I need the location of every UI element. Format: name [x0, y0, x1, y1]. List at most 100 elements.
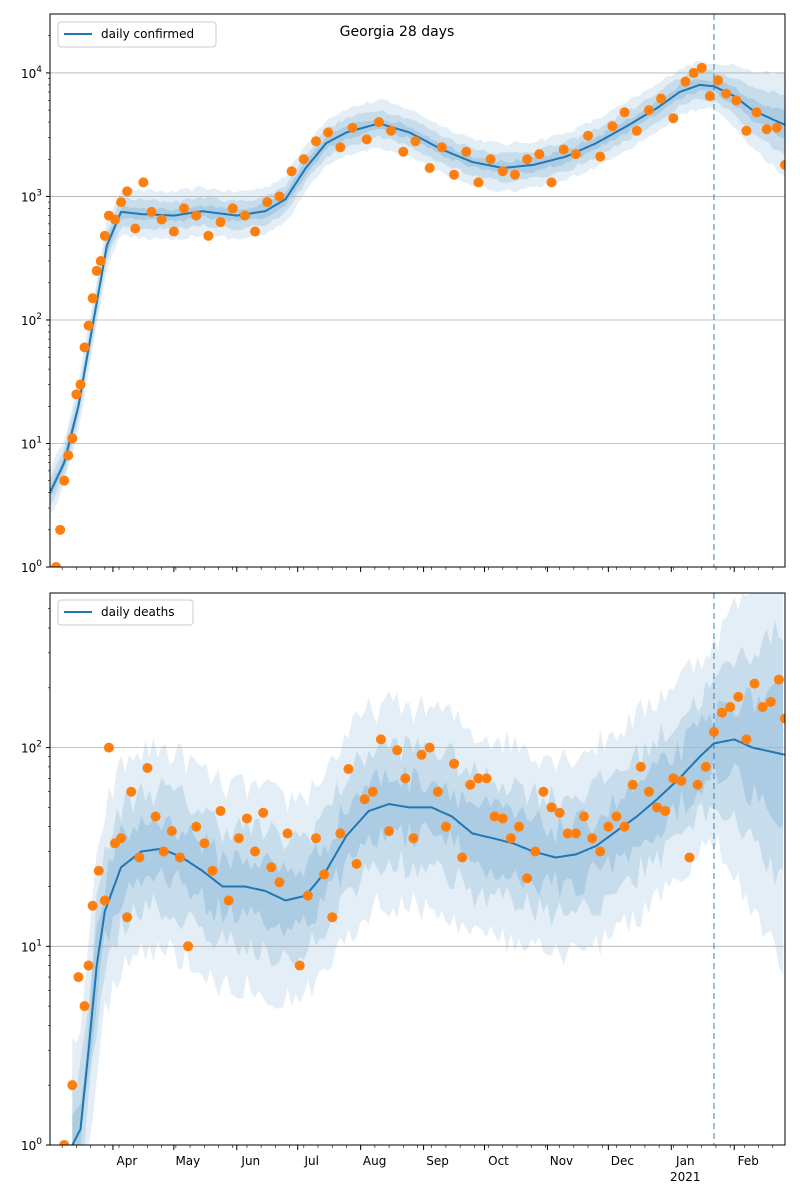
observed-point	[465, 779, 476, 790]
observed-point	[708, 726, 719, 737]
legend-label-confirmed: daily confirmed	[101, 27, 194, 41]
observed-point	[392, 745, 403, 756]
observed-point	[749, 678, 760, 689]
observed-point	[239, 210, 250, 221]
x-tick-label: Apr	[117, 1154, 138, 1168]
x-tick-label: Jul	[303, 1154, 318, 1168]
x-tick-label: Sep	[426, 1154, 449, 1168]
x-tick-label: Oct	[488, 1154, 509, 1168]
observed-point	[668, 773, 679, 784]
observed-point	[335, 142, 346, 153]
observed-point	[63, 450, 74, 461]
observed-point	[168, 226, 179, 237]
observed-point	[554, 807, 565, 818]
observed-point	[733, 691, 744, 702]
observed-point	[310, 136, 321, 147]
observed-point	[757, 702, 768, 713]
series-line-daily-deaths	[71, 738, 785, 1145]
x-axis-ticks-deaths: Apr May Jun Jul Aug Sep Oct Nov Dec Jan 2021 Feb	[61, 1145, 774, 1184]
observed-point	[122, 186, 133, 197]
observed-point	[343, 764, 354, 775]
observed-point	[700, 761, 711, 772]
observed-point	[59, 1140, 70, 1145]
observed-point	[150, 811, 161, 822]
observed-point	[473, 773, 484, 784]
observed-point	[223, 895, 234, 906]
observed-point	[103, 742, 114, 753]
observed-point	[481, 773, 492, 784]
observed-point	[773, 674, 784, 685]
x-tick-label: Jun	[240, 1154, 260, 1168]
confidence-band	[72, 619, 784, 1145]
x-tick-label: May	[175, 1154, 200, 1168]
observed-point	[73, 972, 84, 983]
observed-point	[509, 169, 520, 180]
observed-point	[408, 833, 419, 844]
confidence-bands-deaths	[72, 593, 784, 1145]
observed-point	[546, 177, 557, 188]
observed-point	[595, 151, 606, 162]
observed-point	[95, 256, 106, 267]
observed-point	[534, 149, 545, 160]
observed-point	[367, 786, 378, 797]
observed-points-deaths	[59, 674, 785, 1145]
observed-point	[347, 122, 358, 133]
observed-point	[134, 852, 145, 863]
observed-point	[631, 125, 642, 136]
observed-point	[457, 852, 468, 863]
legend-confirmed: daily confirmed	[57, 21, 217, 48]
observed-point	[79, 342, 90, 353]
observed-point	[375, 734, 386, 745]
observed-point	[676, 775, 687, 786]
axes-frame-confirmed	[49, 13, 786, 568]
observed-point	[578, 811, 589, 822]
observed-point	[93, 865, 104, 876]
observed-point	[146, 206, 157, 217]
observed-point	[731, 95, 742, 106]
observed-point	[298, 154, 309, 165]
observed-point	[323, 127, 334, 138]
observed-point	[183, 941, 194, 952]
observed-point	[449, 169, 460, 180]
observed-point	[440, 821, 451, 832]
observed-point	[87, 293, 98, 304]
observed-point	[410, 136, 421, 147]
observed-point	[721, 88, 732, 99]
observed-point	[215, 217, 226, 228]
observed-point	[266, 862, 277, 873]
observed-point	[67, 433, 78, 444]
observed-point	[432, 786, 443, 797]
confidence-band	[72, 593, 784, 1145]
observed-point	[99, 230, 110, 241]
observed-point	[262, 197, 273, 208]
observed-point	[191, 821, 202, 832]
observed-point	[619, 821, 630, 832]
confidence-band	[50, 60, 785, 515]
legend-label-deaths: daily deaths	[101, 605, 174, 619]
observed-point	[156, 214, 167, 225]
observed-point	[562, 828, 573, 839]
observed-point	[751, 107, 762, 118]
observed-point	[505, 833, 516, 844]
observed-point	[384, 826, 395, 837]
observed-point	[497, 166, 508, 177]
observed-point	[680, 76, 691, 87]
observed-point	[386, 125, 397, 136]
observed-point	[99, 895, 110, 906]
observed-point	[696, 62, 707, 73]
observed-point	[587, 833, 598, 844]
observed-point	[227, 203, 238, 214]
observed-point	[122, 912, 133, 923]
observed-point	[310, 833, 321, 844]
observed-point	[158, 846, 169, 857]
observed-point	[250, 846, 261, 857]
observed-point	[67, 1080, 78, 1091]
observed-point	[116, 833, 127, 844]
observed-point	[207, 865, 218, 876]
observed-point	[142, 762, 153, 773]
observed-point	[138, 177, 149, 188]
observed-point	[59, 475, 70, 486]
observed-point	[741, 125, 752, 136]
